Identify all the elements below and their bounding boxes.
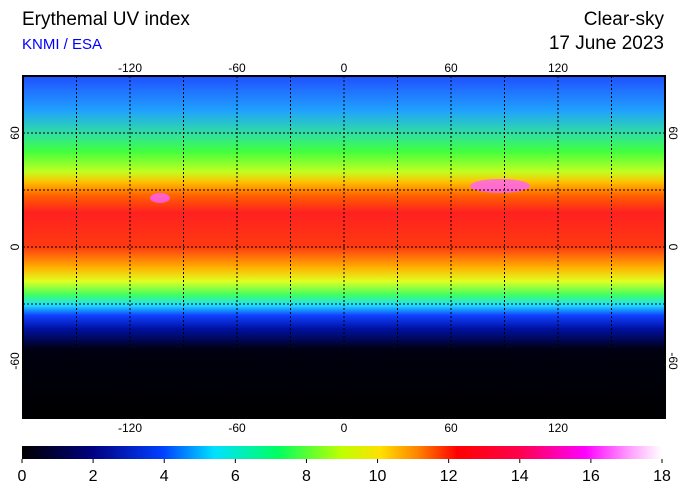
- colorbar: [22, 446, 662, 459]
- lon-tick-label: -120: [118, 61, 142, 75]
- colorbar-tick-label: 18: [653, 468, 671, 485]
- map-frame: [22, 75, 666, 419]
- colorbar-tick-label: 8: [302, 468, 311, 485]
- title: Erythemal UV index: [22, 9, 190, 30]
- lat-tick-label: 0: [8, 243, 22, 250]
- lon-tick-label: 60: [444, 421, 458, 435]
- colorbar-tick-label: 16: [582, 468, 600, 485]
- lon-tick-label: -60: [228, 61, 246, 75]
- lon-tick-label: -60: [228, 421, 246, 435]
- colorbar-tick-label: 10: [369, 468, 387, 485]
- lon-tick-label: 60: [444, 61, 458, 75]
- uv-hotspot: [470, 179, 530, 193]
- date: 17 June 2023: [549, 33, 664, 54]
- colorbar-tick-label: 4: [160, 468, 169, 485]
- credit: KNMI / ESA: [22, 36, 102, 53]
- colorbar-tick-label: 0: [18, 468, 27, 485]
- map: [23, 76, 665, 418]
- lat-tick-label: -60: [8, 352, 22, 370]
- colorbar-tick-label: 6: [231, 468, 240, 485]
- lon-tick-label: 120: [548, 421, 568, 435]
- lon-tick-label: 0: [341, 61, 348, 75]
- colorbar-tick-label: 14: [511, 468, 529, 485]
- mode: Clear-sky: [584, 9, 665, 30]
- lat-tick-label: -60: [666, 352, 680, 370]
- colorbar-tick-label: 2: [89, 468, 98, 485]
- lon-tick-label: 120: [548, 61, 568, 75]
- lat-tick-label: 60: [8, 126, 22, 140]
- colorbar-tick-label: 12: [440, 468, 458, 485]
- lat-tick-label: 60: [666, 126, 680, 140]
- lat-tick-label: 0: [666, 244, 680, 251]
- lon-tick-label: -120: [118, 421, 142, 435]
- uv-hotspot: [150, 193, 170, 203]
- lon-tick-label: 0: [341, 421, 348, 435]
